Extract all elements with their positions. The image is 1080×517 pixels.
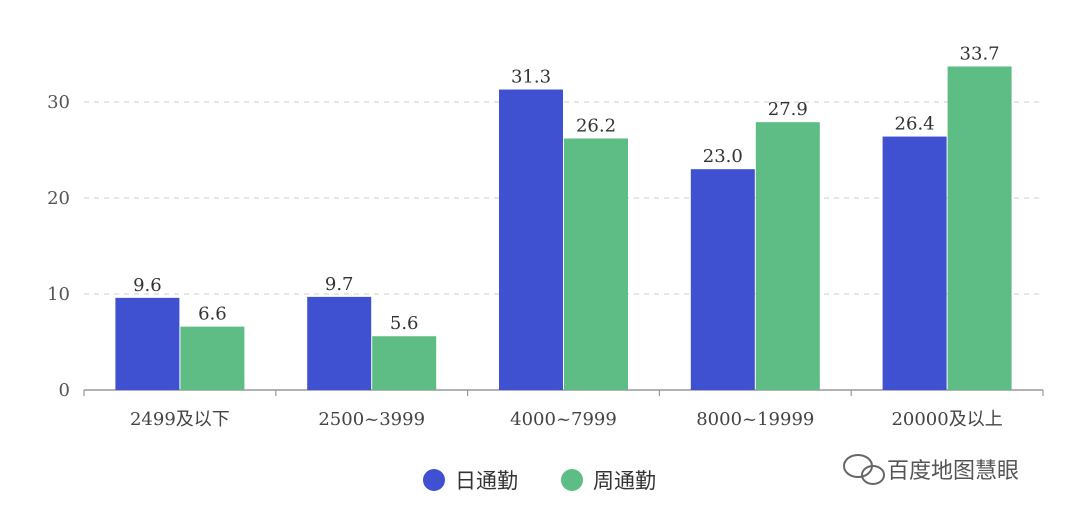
legend-label-day-commute: 日通勤	[455, 469, 518, 493]
data-label: 5.6	[390, 313, 419, 334]
bar-day-commute	[307, 296, 372, 390]
bar-day-commute	[690, 169, 755, 390]
watermark: 百度地图慧眼	[843, 454, 1019, 485]
y-tick-label: 30	[47, 92, 70, 113]
x-tick-label: 2499及以下	[130, 409, 230, 430]
data-label: 27.9	[768, 99, 808, 120]
wechat-icon	[843, 454, 885, 485]
value-labels: 9.6 6.6 9.7 5.6 31.3 26.2 23.0 27.9 26.4 33.7	[133, 43, 1000, 334]
y-tick-label: 20	[47, 188, 70, 209]
data-label: 6.6	[198, 304, 227, 325]
y-tick-label: 10	[47, 284, 70, 305]
legend-marker-week-commute	[561, 469, 583, 491]
legend-marker-day-commute	[423, 469, 445, 491]
data-label: 31.3	[511, 67, 551, 88]
legend: 日通勤 周通勤	[423, 469, 656, 493]
bar-week-commute	[372, 336, 437, 390]
legend-label-week-commute: 周通勤	[593, 469, 656, 493]
bar-week-commute	[180, 326, 245, 390]
data-label: 33.7	[960, 43, 1000, 64]
x-tick-label: 8000~19999	[696, 409, 814, 430]
bar-day-commute	[115, 297, 180, 390]
bar-week-commute	[755, 122, 820, 390]
data-label: 9.6	[133, 275, 162, 296]
y-tick-label: 0	[59, 380, 70, 401]
data-label: 23.0	[703, 146, 743, 167]
bar-week-commute	[947, 66, 1012, 390]
data-label: 26.4	[895, 114, 935, 135]
watermark-text: 百度地图慧眼	[887, 459, 1019, 484]
x-tick-label: 20000及以上	[891, 409, 1002, 430]
data-label: 9.7	[325, 274, 354, 295]
data-label: 26.2	[576, 115, 616, 136]
bars	[115, 66, 1012, 391]
bar-day-commute	[882, 136, 947, 390]
bar-day-commute	[499, 89, 563, 391]
x-tick-label: 4000~7999	[510, 409, 617, 430]
bar-week-commute	[564, 138, 628, 390]
x-tick-label: 2500~3999	[318, 409, 425, 430]
